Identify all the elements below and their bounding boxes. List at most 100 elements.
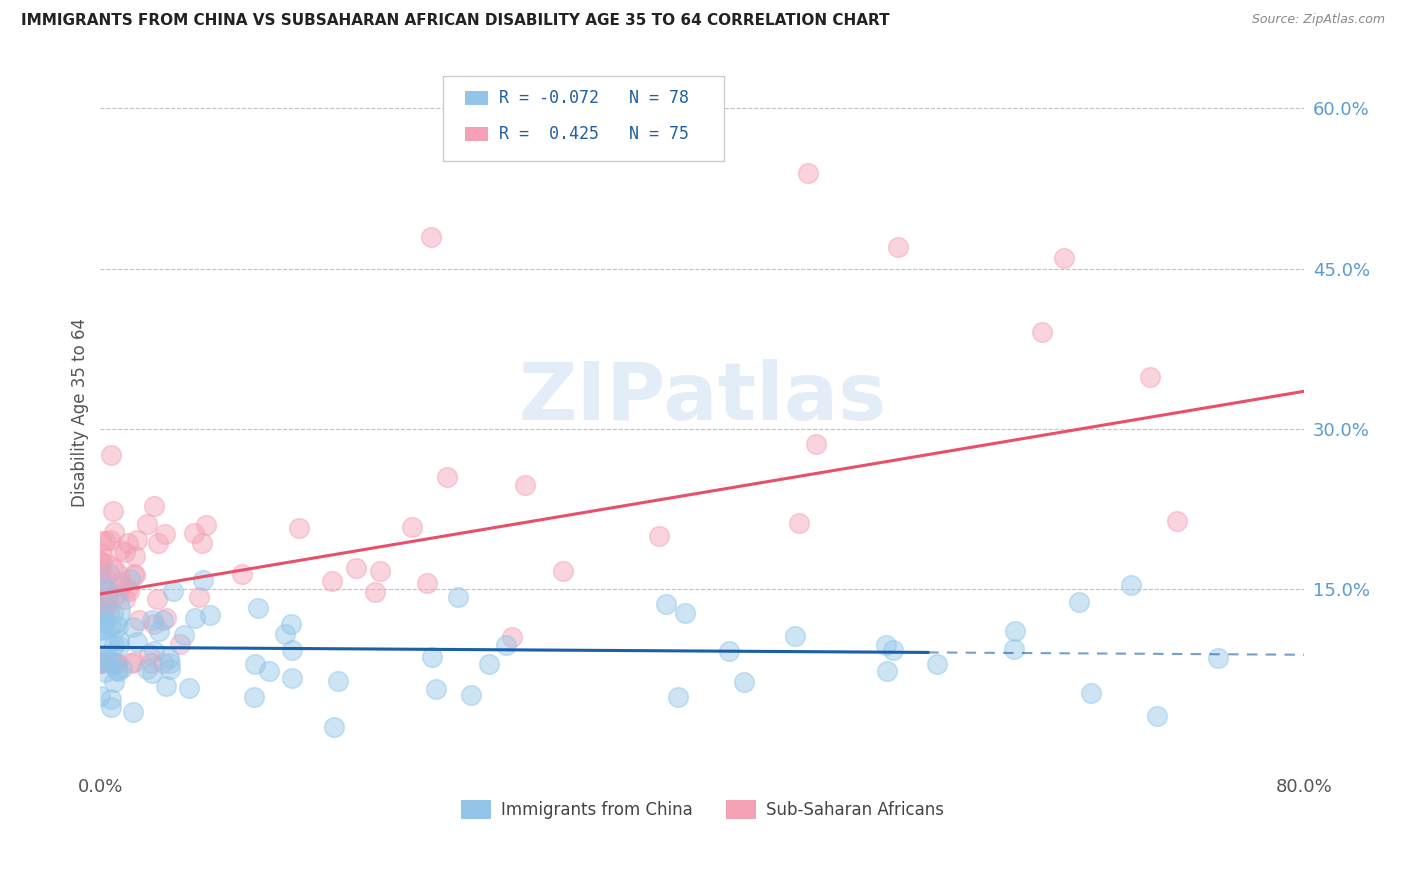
Point (94, 599, 117, 614)
Point (100, 692, 122, 706)
Point (91, 555, 114, 569)
Point (89, 603, 111, 617)
Point (925, 657, 948, 672)
Point (114, 545, 136, 559)
Point (1146, 708, 1168, 723)
Point (124, 568, 146, 582)
Point (89, 657, 111, 671)
Point (110, 578, 132, 592)
Point (146, 535, 169, 549)
Point (1052, 251, 1074, 265)
Point (1121, 578, 1143, 592)
Point (675, 607, 697, 621)
Point (247, 600, 270, 615)
Point (89, 554, 111, 568)
Point (146, 592, 169, 607)
Point (323, 720, 346, 734)
Point (231, 567, 253, 582)
Text: Source: ZipAtlas.com: Source: ZipAtlas.com (1251, 13, 1385, 27)
Point (94, 648, 117, 662)
Point (257, 664, 280, 678)
Point (1031, 325, 1053, 339)
Point (94, 583, 117, 598)
Point (90, 564, 112, 578)
Point (416, 576, 439, 591)
Point (96, 591, 118, 605)
Point (98, 533, 121, 547)
Point (787, 516, 810, 530)
Point (138, 647, 160, 661)
Point (90, 591, 112, 606)
Point (94, 665, 117, 679)
Point (143, 617, 166, 632)
Point (89, 533, 111, 548)
Text: IMMIGRANTS FROM CHINA VS SUBSAHARAN AFRICAN DISABILITY AGE 35 TO 64 CORRELATION : IMMIGRANTS FROM CHINA VS SUBSAHARAN AFRI… (21, 13, 890, 29)
Point (495, 639, 517, 653)
Point (460, 688, 482, 702)
Point (96, 656, 118, 670)
Point (655, 598, 678, 612)
Point (103, 657, 125, 671)
Point (103, 638, 125, 652)
Point (447, 590, 470, 604)
Point (101, 504, 124, 518)
Point (136, 662, 159, 676)
Point (152, 613, 174, 627)
Point (107, 618, 129, 632)
Point (122, 567, 145, 582)
Point (169, 637, 191, 651)
Point (100, 700, 122, 714)
Point (120, 572, 142, 586)
Point (100, 448, 122, 462)
Point (364, 584, 387, 599)
Point (321, 574, 343, 589)
Point (155, 611, 177, 625)
Point (111, 661, 134, 675)
Point (157, 651, 180, 665)
Point (108, 542, 131, 557)
Point (89, 576, 111, 591)
Point (105, 663, 128, 677)
Point (274, 627, 297, 641)
Point (90, 622, 112, 636)
Text: ZIPatlas: ZIPatlas (519, 359, 887, 437)
Point (93, 615, 115, 630)
Point (717, 643, 740, 657)
Point (243, 690, 266, 704)
Point (882, 642, 904, 657)
Point (804, 436, 827, 450)
Point (141, 613, 163, 627)
Y-axis label: Disability Age 35 to 64: Disability Age 35 to 64 (72, 318, 89, 507)
Point (875, 639, 897, 653)
Point (783, 630, 806, 644)
Point (478, 657, 501, 671)
Point (281, 643, 304, 657)
Point (797, 165, 820, 179)
Point (89, 657, 111, 671)
Point (551, 565, 574, 579)
Point (89, 689, 111, 703)
Point (108, 639, 131, 653)
Point (100, 656, 122, 670)
Point (280, 671, 302, 685)
Point (280, 616, 302, 631)
Point (153, 527, 176, 541)
Point (143, 500, 166, 514)
Point (94, 534, 117, 549)
Point (173, 628, 195, 642)
Point (91, 607, 114, 621)
Point (98, 604, 121, 618)
Point (100, 618, 122, 632)
Point (876, 664, 898, 678)
Point (162, 584, 184, 599)
Point (198, 607, 221, 622)
Point (97, 592, 120, 607)
Point (117, 584, 139, 599)
Point (1166, 514, 1188, 528)
Point (420, 650, 443, 665)
Point (120, 657, 142, 671)
Point (103, 674, 125, 689)
Point (344, 560, 367, 574)
Point (193, 573, 215, 587)
Point (183, 525, 205, 540)
